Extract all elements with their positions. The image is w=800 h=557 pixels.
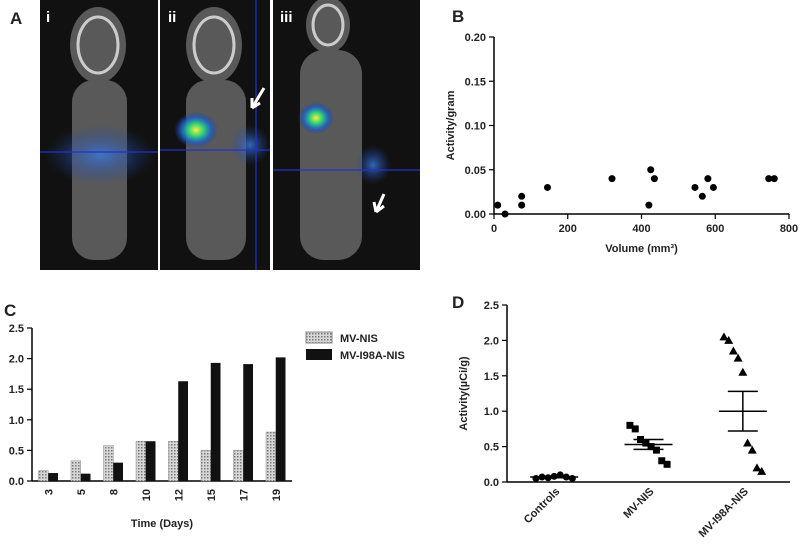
point	[647, 443, 655, 451]
image-label: ii	[168, 9, 176, 26]
y-tick-label: 2.5	[484, 300, 499, 312]
y-tick-label: 1.0	[9, 415, 24, 427]
point	[704, 175, 712, 183]
x-tick-label: 5	[76, 489, 88, 495]
point	[709, 183, 717, 191]
legend-label: MV-I98A-NIS	[340, 350, 405, 362]
point	[743, 438, 753, 447]
point	[626, 421, 634, 429]
point	[747, 445, 757, 454]
y-tick-label: 1.5	[9, 384, 24, 396]
legend-swatch	[306, 349, 332, 360]
point	[733, 353, 743, 362]
y-tick-label: 0.0	[484, 477, 499, 489]
legend-label: MV-NIS	[340, 333, 378, 345]
image-label: i	[46, 9, 50, 26]
x-axis-title: Volume (mm³)	[605, 243, 678, 255]
x-tick-label: 3	[43, 489, 55, 495]
y-tick-label: 2.0	[9, 354, 24, 366]
point	[770, 175, 778, 183]
x-tick-label: MV-NIS	[621, 486, 656, 521]
panel-label: D	[452, 293, 464, 312]
x-tick-label: 8	[108, 489, 120, 495]
point	[642, 439, 650, 447]
y-tick-label: 1.0	[484, 406, 499, 418]
point	[645, 201, 653, 209]
bar	[168, 440, 179, 482]
y-tick-label: 1.5	[484, 371, 499, 383]
bar	[243, 364, 253, 481]
y-tick-label: 2.5	[9, 323, 24, 335]
bar	[200, 450, 211, 482]
y-tick-label: 0.20	[465, 32, 486, 44]
point	[532, 474, 540, 482]
point	[494, 201, 502, 209]
y-tick-label: 0.05	[465, 165, 486, 177]
point	[752, 463, 762, 472]
bar	[145, 441, 156, 481]
bar	[265, 431, 276, 482]
ct-images: i ii iii	[40, 0, 420, 270]
bar	[210, 362, 221, 481]
image-label: iii	[280, 9, 293, 26]
y-axis-title: Activity/gram	[445, 90, 457, 160]
x-tick-label: 15	[206, 489, 218, 501]
bar	[70, 460, 81, 482]
point	[518, 201, 526, 209]
x-tick-label: 600	[706, 223, 724, 235]
point	[719, 332, 729, 341]
x-axis-title: Time (Days)	[131, 518, 193, 530]
point	[757, 466, 767, 475]
panel-label: B	[452, 7, 464, 26]
x-tick-label: 400	[632, 223, 650, 235]
y-tick-label: 0.5	[484, 442, 499, 454]
x-tick-label: 200	[559, 223, 577, 235]
bar	[233, 450, 244, 482]
panel-label: A	[10, 9, 22, 28]
point	[663, 460, 671, 468]
x-tick-label: 0	[491, 223, 497, 235]
x-tick-label: 17	[238, 489, 250, 501]
x-tick-label: 800	[780, 223, 798, 235]
bar	[113, 462, 123, 481]
x-tick-label: 12	[173, 489, 185, 501]
y-tick-label: 0.5	[9, 445, 24, 457]
point	[647, 166, 655, 174]
y-tick-label: 0.00	[465, 209, 486, 221]
bar	[103, 445, 114, 482]
bar	[80, 473, 91, 481]
point	[568, 474, 576, 482]
point	[765, 175, 773, 183]
bar	[275, 357, 286, 481]
point	[728, 346, 738, 355]
point	[631, 425, 639, 433]
point	[543, 183, 551, 191]
point	[501, 210, 509, 218]
legend-swatch	[305, 331, 333, 344]
x-tick-label: Controls	[522, 486, 562, 526]
point	[658, 457, 666, 465]
y-axis-title: Activity(µCi/g)	[458, 356, 470, 431]
point	[724, 335, 734, 344]
point	[608, 175, 616, 183]
y-tick-label: 0.0	[9, 476, 24, 488]
point	[738, 367, 748, 376]
bar	[135, 440, 146, 482]
y-tick-label: 0.10	[465, 121, 486, 133]
x-tick-label: 19	[271, 489, 283, 501]
y-tick-label: 2.0	[484, 335, 499, 347]
point	[518, 192, 526, 200]
point	[691, 183, 699, 191]
point	[698, 192, 706, 200]
panel-label: C	[4, 301, 16, 320]
y-tick-label: 0.15	[465, 76, 486, 88]
point	[650, 175, 658, 183]
bar	[38, 470, 49, 482]
x-tick-label: 10	[141, 489, 153, 501]
x-tick-label: MV-I98A-NIS	[697, 486, 751, 540]
bar	[178, 381, 188, 481]
bar	[48, 473, 58, 481]
